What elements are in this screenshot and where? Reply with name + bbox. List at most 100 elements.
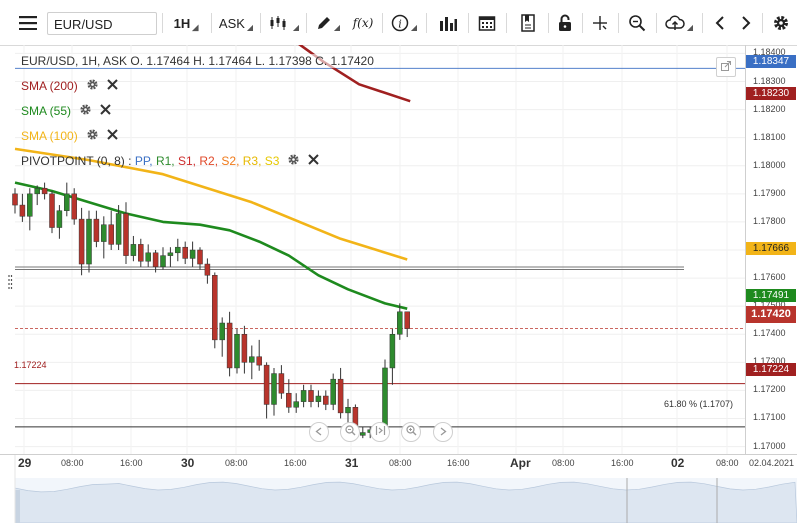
candle bbox=[397, 303, 403, 340]
candle-body bbox=[167, 252, 174, 256]
price-tick: 1.18000 bbox=[753, 159, 786, 170]
lock-button[interactable] bbox=[552, 10, 578, 36]
caret-down-icon: ◢ bbox=[246, 22, 254, 32]
candle-body bbox=[108, 224, 114, 245]
caret-down-icon: ◢ bbox=[192, 22, 199, 32]
pivot-label: PIVOTPOINT (0, 8) bbox=[21, 154, 125, 168]
gear-icon[interactable] bbox=[79, 103, 92, 119]
lock-icon bbox=[558, 14, 572, 32]
sma55-line bbox=[14, 181, 408, 310]
price-tick: 1.17600 bbox=[753, 272, 786, 283]
time-tick: 08:00 bbox=[716, 458, 739, 468]
price-tick: 1.18300 bbox=[753, 75, 786, 86]
pivot-pp: PP, bbox=[134, 154, 153, 168]
candle-body bbox=[308, 390, 314, 402]
zoom-in-button[interactable] bbox=[401, 422, 421, 442]
gear-icon[interactable] bbox=[86, 128, 99, 144]
indicators-button[interactable]: f(x) bbox=[348, 10, 378, 36]
price-tick: 1.17900 bbox=[753, 187, 786, 198]
bar-chart-icon bbox=[439, 15, 457, 31]
candle bbox=[71, 188, 77, 225]
candle-body bbox=[249, 356, 255, 363]
chart-grid bbox=[15, 45, 745, 455]
candle bbox=[360, 426, 366, 439]
sma100-line bbox=[14, 147, 408, 261]
info-button[interactable]: i ◢ bbox=[386, 10, 422, 36]
time-tick: 31 bbox=[345, 456, 359, 470]
candle bbox=[234, 328, 240, 374]
candle-body bbox=[86, 218, 92, 265]
caret-down-icon: ◢ bbox=[292, 22, 300, 32]
candle bbox=[175, 238, 181, 262]
candle bbox=[27, 188, 33, 231]
zoom-out-icon bbox=[344, 423, 356, 441]
scroll-left-button[interactable] bbox=[708, 10, 732, 36]
price-chart[interactable] bbox=[0, 45, 797, 523]
toolbar-divider bbox=[618, 13, 619, 33]
candle bbox=[286, 379, 292, 413]
candle-body bbox=[41, 187, 48, 195]
candle-body bbox=[56, 210, 63, 228]
symbol-input[interactable]: EUR/USD bbox=[47, 12, 157, 35]
time-tick: 02 bbox=[671, 456, 685, 470]
candle bbox=[204, 258, 211, 284]
candle bbox=[167, 247, 174, 267]
close-icon[interactable] bbox=[106, 129, 118, 143]
candle-body bbox=[397, 311, 403, 335]
time-tick: 30 bbox=[181, 456, 195, 470]
crosshair-button[interactable] bbox=[586, 10, 614, 36]
candle-body bbox=[152, 252, 159, 268]
calendar-button[interactable] bbox=[472, 10, 502, 36]
zoom-button[interactable] bbox=[622, 10, 652, 36]
candle-body bbox=[300, 390, 307, 402]
popout-button[interactable] bbox=[716, 57, 736, 77]
gear-icon[interactable] bbox=[287, 153, 300, 169]
pan-left-button[interactable] bbox=[309, 422, 329, 442]
drag-handle[interactable] bbox=[8, 272, 13, 292]
candle bbox=[249, 345, 255, 380]
drawing-tools-button[interactable]: ◢ bbox=[310, 10, 346, 36]
symbol-label: EUR/USD bbox=[54, 17, 113, 32]
bookmark-button[interactable] bbox=[512, 10, 544, 36]
time-tick: 16:00 bbox=[611, 458, 634, 468]
time-tick: 08:00 bbox=[225, 458, 248, 468]
settings-button[interactable] bbox=[768, 10, 794, 36]
candle bbox=[337, 367, 344, 419]
zoom-out-button[interactable] bbox=[340, 422, 360, 442]
legend-sma200: SMA (200) bbox=[21, 78, 118, 94]
time-tick: 08:00 bbox=[389, 458, 412, 468]
close-icon[interactable] bbox=[100, 104, 111, 118]
reset-zoom-button[interactable] bbox=[370, 422, 390, 442]
price-label-top: 1.18347 bbox=[746, 55, 796, 68]
toolbar-divider bbox=[468, 13, 469, 33]
candle bbox=[86, 210, 92, 273]
gear-icon bbox=[772, 14, 790, 32]
price-label-last: 1.17420 bbox=[746, 306, 796, 323]
pivot-r1: R1, bbox=[155, 154, 175, 168]
bookmark-icon bbox=[521, 14, 535, 32]
candle-body bbox=[404, 311, 410, 329]
share-button[interactable]: ◢ bbox=[660, 10, 698, 36]
close-icon[interactable] bbox=[308, 154, 320, 168]
fibonacci-label: 61.80 % (1.1707) bbox=[664, 399, 734, 409]
price-type-button[interactable]: ASK ◢ bbox=[215, 10, 257, 36]
candle-body bbox=[34, 187, 40, 195]
candle bbox=[115, 205, 122, 250]
candle bbox=[123, 202, 129, 265]
candle-body bbox=[160, 255, 166, 268]
candle-body bbox=[189, 249, 196, 259]
timeframe-button[interactable]: 1H ◢ bbox=[166, 10, 206, 36]
hamburger-menu-icon[interactable] bbox=[14, 10, 42, 36]
candle-type-button[interactable]: ◢ bbox=[264, 10, 304, 36]
scroll-right-button[interactable] bbox=[734, 10, 758, 36]
ohlc-readout: EUR/USD, 1H, ASK O. 1.17464 H. 1.17464 L… bbox=[21, 54, 374, 68]
candle-body bbox=[93, 218, 100, 242]
pan-right-button[interactable] bbox=[433, 422, 453, 442]
triangle-left-icon bbox=[315, 423, 323, 441]
close-icon[interactable] bbox=[106, 79, 118, 93]
time-tick: 08:00 bbox=[61, 458, 84, 468]
volume-button[interactable] bbox=[432, 10, 464, 36]
gear-icon[interactable] bbox=[86, 78, 99, 94]
caret-down-icon: ◢ bbox=[686, 22, 694, 32]
toolbar-divider bbox=[162, 13, 163, 33]
